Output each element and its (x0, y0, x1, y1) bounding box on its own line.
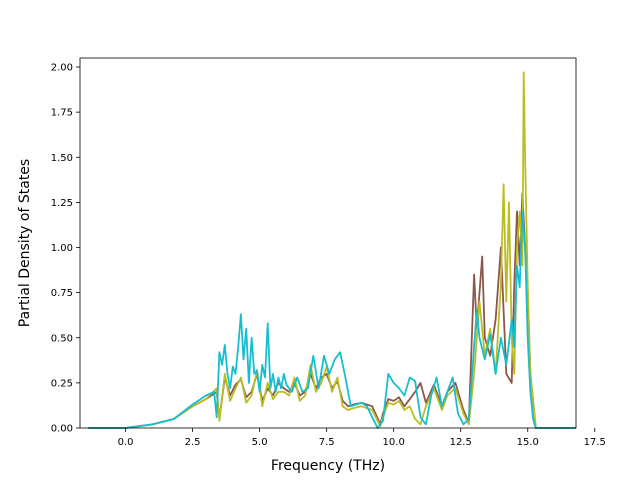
x-tick-label: 12.5 (450, 437, 472, 448)
y-tick-label: 0.50 (51, 333, 73, 344)
x-axis: 0.0 2.5 5.0 7.5 10.0 12.5 15.0 17.5 (118, 428, 606, 448)
x-tick-label: 15.0 (517, 437, 539, 448)
y-tick-label: 2.00 (51, 63, 73, 74)
y-tick-label: 0.00 (51, 424, 73, 435)
y-tick-label: 1.25 (51, 198, 73, 209)
x-tick-label: 5.0 (252, 437, 268, 448)
y-axis: 0.00 0.25 0.50 0.75 1.00 1.25 1.50 1.75 2.00 (51, 63, 80, 435)
y-tick-label: 0.25 (51, 378, 73, 389)
y-tick-label: 1.00 (51, 243, 73, 254)
x-axis-title: Frequency (THz) (271, 458, 385, 474)
x-tick-label: 0.0 (118, 437, 134, 448)
x-tick-label: 2.5 (185, 437, 201, 448)
x-tick-label: 7.5 (319, 437, 335, 448)
y-tick-label: 1.75 (51, 108, 73, 119)
series-line-3 (88, 210, 576, 429)
series-line-2 (88, 71, 576, 429)
x-tick-label: 10.0 (383, 437, 405, 448)
y-tick-label: 0.75 (51, 288, 73, 299)
x-tick-label: 17.5 (584, 437, 606, 448)
plot-frame (79, 57, 577, 429)
y-axis-title: Partial Density of States (17, 159, 33, 327)
y-tick-label: 1.50 (51, 153, 73, 164)
series-layer (88, 71, 576, 429)
